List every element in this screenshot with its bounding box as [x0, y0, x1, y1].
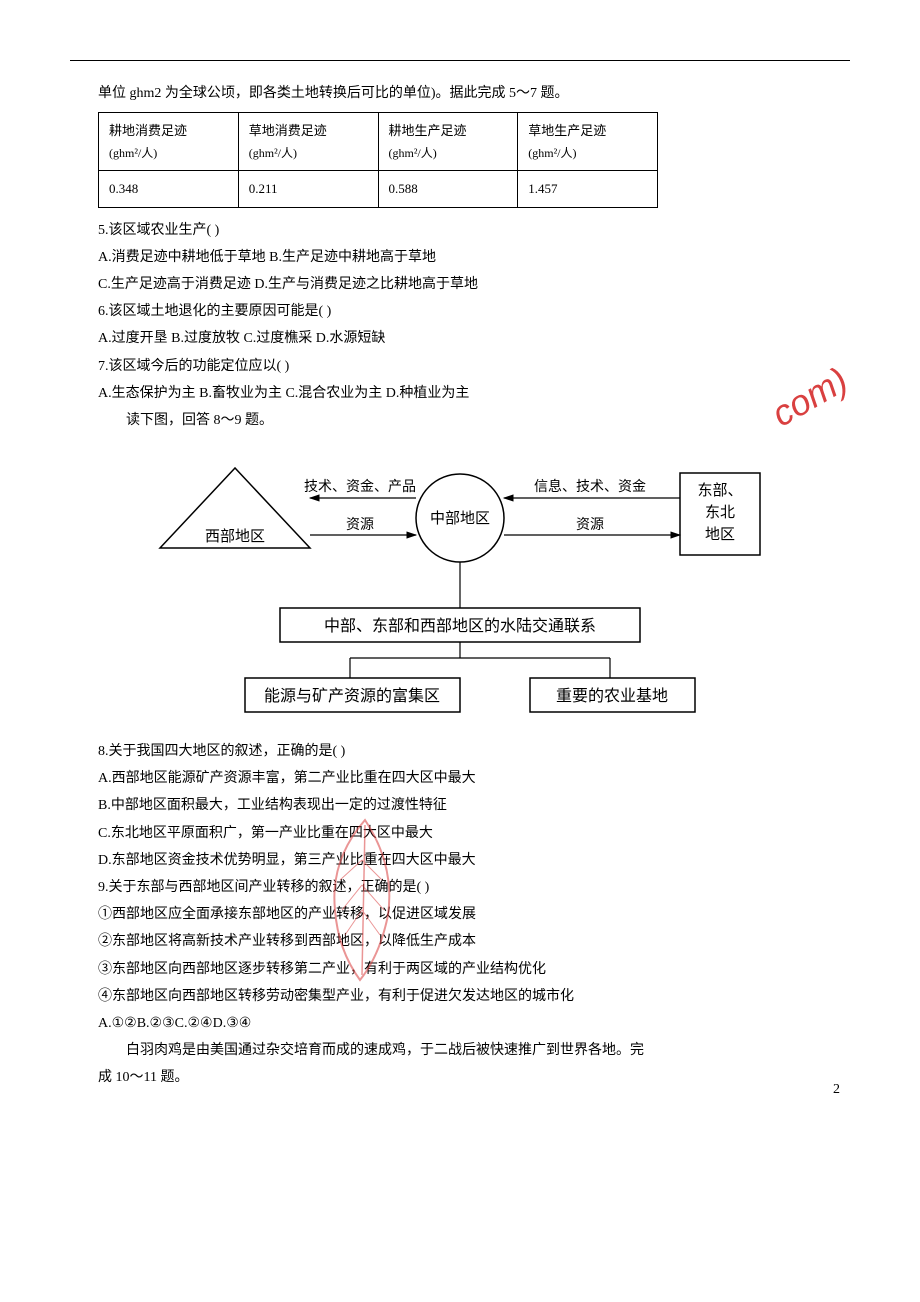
th2-title: 草地消费足迹: [249, 123, 327, 138]
th-2: 草地消费足迹 (ghm²/人): [238, 113, 378, 171]
q7-opts: A.生态保护为主 B.畜牧业为主 C.混合农业为主 D.种植业为主: [98, 381, 850, 406]
th1-title: 耕地消费足迹: [109, 123, 187, 138]
td-2: 0.211: [238, 171, 378, 207]
arrow2-bot: 资源: [576, 517, 604, 533]
q7-stem: 7.该区域今后的功能定位应以( ): [98, 354, 850, 379]
q5-opts1: A.消费足迹中耕地低于草地 B.生产足迹中耕地高于草地: [98, 245, 850, 270]
q8-d: D.东部地区资金技术优势明显，第三产业比重在四大区中最大: [98, 848, 850, 873]
th3-title: 耕地生产足迹: [389, 123, 467, 138]
q5-stem: 5.该区域农业生产( ): [98, 218, 850, 243]
footprint-table: 耕地消费足迹 (ghm²/人) 草地消费足迹 (ghm²/人) 耕地生产足迹 (…: [98, 112, 658, 207]
td-3: 0.588: [378, 171, 518, 207]
box-transport: 中部、东部和西部地区的水陆交通联系: [324, 617, 596, 635]
read-89: 读下图，回答 8～9 题。: [126, 408, 850, 433]
td-4: 1.457: [518, 171, 658, 207]
q9-i3: ③东部地区向西部地区逐步转移第二产业，有利于两区域的产业结构优化: [98, 957, 850, 982]
arrow1-top: 技术、资金、产品: [304, 479, 416, 495]
arrow1-bot: 资源: [346, 517, 374, 533]
q8-b: B.中部地区面积最大，工业结构表现出一定的过渡性特征: [98, 793, 850, 818]
rect-mid: 东北: [705, 504, 735, 521]
q9-opts: A.①②B.②③C.②④D.③④: [98, 1011, 850, 1036]
q6-opts: A.过度开垦 B.过度放牧 C.过度樵采 D.水源短缺: [98, 326, 850, 351]
th4-unit: (ghm²/人): [528, 143, 647, 165]
th1-unit: (ghm²/人): [109, 143, 228, 165]
intro-text: 单位 ghm2 为全球公顷，即各类土地转换后可比的单位)。据此完成 5～7 题。: [70, 81, 850, 106]
page-top-rule: [70, 60, 850, 61]
q6-stem: 6.该区域土地退化的主要原因可能是( ): [98, 299, 850, 324]
box-energy: 能源与矿产资源的富集区: [264, 687, 440, 705]
page-number: 2: [833, 1077, 840, 1102]
tri-label: 西部地区: [205, 528, 265, 545]
region-diagram: 西部地区 中部地区 东部、 东北 地区 技术、资金、产品 资源 信息、技术、资金…: [150, 453, 770, 723]
th-1: 耕地消费足迹 (ghm²/人): [99, 113, 239, 171]
th-4: 草地生产足迹 (ghm²/人): [518, 113, 658, 171]
th3-unit: (ghm²/人): [389, 143, 508, 165]
q9-i4: ④东部地区向西部地区转移劳动密集型产业，有利于促进欠发达地区的城市化: [98, 984, 850, 1009]
arrow2-top: 信息、技术、资金: [534, 478, 646, 495]
q8-a: A.西部地区能源矿产资源丰富，第二产业比重在四大区中最大: [98, 766, 850, 791]
q9-stem: 9.关于东部与西部地区间产业转移的叙述，正确的是( ): [98, 875, 850, 900]
th-3: 耕地生产足迹 (ghm²/人): [378, 113, 518, 171]
rect-top: 东部、: [697, 482, 742, 499]
q5-opts2: C.生产足迹高于消费足迹 D.生产与消费足迹之比耕地高于草地: [98, 272, 850, 297]
box-agri: 重要的农业基地: [556, 687, 668, 705]
q8-c: C.东北地区平原面积广，第一产业比重在四大区中最大: [98, 821, 850, 846]
th4-title: 草地生产足迹: [528, 123, 606, 138]
q8-stem: 8.关于我国四大地区的叙述，正确的是( ): [98, 739, 850, 764]
chicken-intro: 白羽肉鸡是由美国通过杂交培育而成的速成鸡，于二战后被快速推广到世界各地。完: [126, 1038, 850, 1063]
td-1: 0.348: [99, 171, 239, 207]
rect-bot: 地区: [705, 526, 735, 543]
diagram-svg: 西部地区 中部地区 东部、 东北 地区 技术、资金、产品 资源 信息、技术、资金…: [150, 453, 770, 723]
th2-unit: (ghm²/人): [249, 143, 368, 165]
q9-i2: ②东部地区将高新技术产业转移到西部地区，以降低生产成本: [98, 929, 850, 954]
circle-label: 中部地区: [430, 510, 490, 527]
chicken-intro-2: 成 10～11 题。: [98, 1065, 850, 1090]
q9-i1: ①西部地区应全面承接东部地区的产业转移，以促进区域发展: [98, 902, 850, 927]
